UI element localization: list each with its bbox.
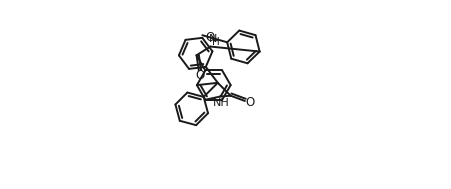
Text: NH: NH <box>213 98 230 108</box>
Text: O: O <box>245 96 254 109</box>
Text: O: O <box>206 31 215 44</box>
Text: N: N <box>208 34 217 44</box>
Text: H: H <box>212 37 219 47</box>
Text: O: O <box>195 69 204 82</box>
